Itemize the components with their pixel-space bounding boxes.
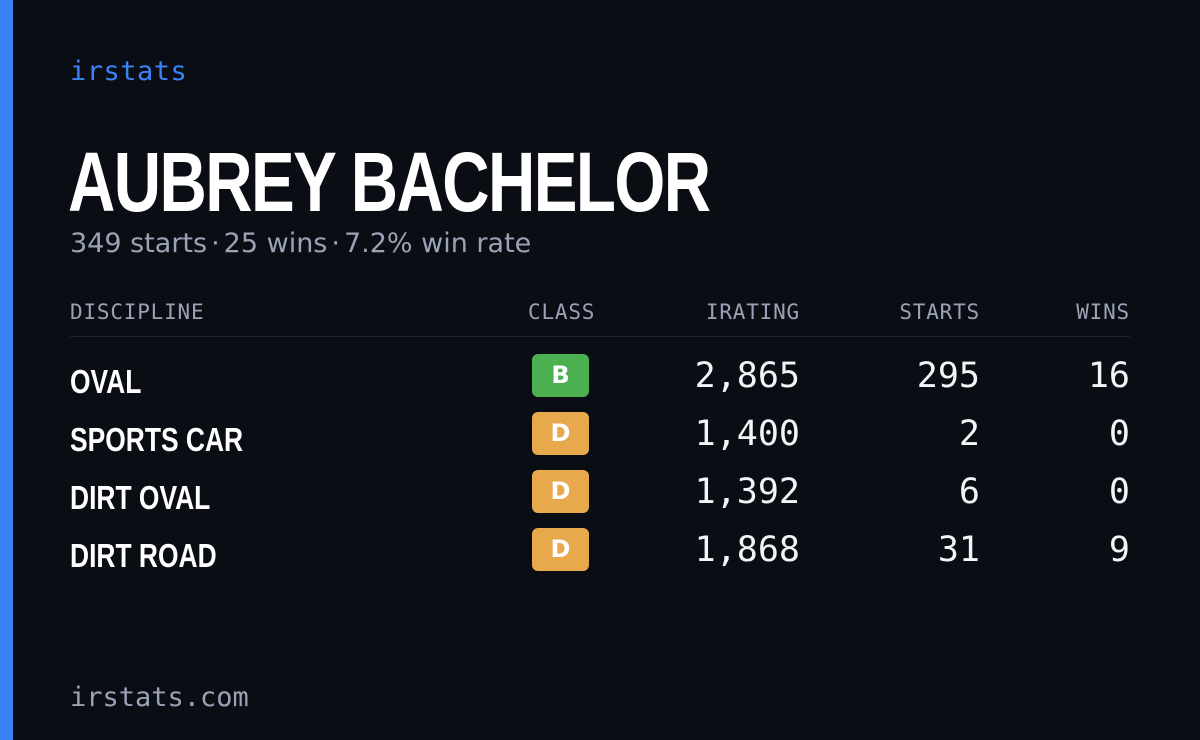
accent-bar bbox=[0, 0, 13, 740]
table-row: DIRT OVAL D 1,392 6 0 bbox=[70, 470, 1130, 528]
table-row: DIRT ROAD D 1,868 31 9 bbox=[70, 528, 1130, 586]
irating-value: 1,868 bbox=[694, 530, 800, 570]
starts-value: 6 bbox=[958, 472, 980, 512]
starts-value: 2 bbox=[958, 414, 980, 454]
driver-summary: 349 starts · 25 wins · 7.2% win rate bbox=[70, 228, 531, 259]
class-badge: B bbox=[532, 354, 589, 397]
class-badge: D bbox=[532, 470, 589, 513]
table-row: OVAL B 2,865 295 16 bbox=[70, 354, 1130, 412]
starts-value: 295 bbox=[916, 356, 980, 396]
driver-name: AUBREY BACHELOR bbox=[68, 135, 711, 229]
header-irating: IRATING bbox=[705, 300, 800, 324]
separator: · bbox=[331, 228, 340, 259]
table-header: DISCIPLINE CLASS IRATING STARTS WINS bbox=[70, 296, 1130, 337]
irating-value: 1,400 bbox=[694, 414, 800, 454]
winrate-summary: 7.2% win rate bbox=[343, 228, 532, 259]
wins-summary: 25 wins bbox=[223, 228, 328, 259]
footer-url: irstats.com bbox=[70, 682, 249, 713]
brand-logo: irstats bbox=[70, 56, 188, 87]
starts-summary: 349 starts bbox=[70, 228, 208, 259]
stats-table: DISCIPLINE CLASS IRATING STARTS WINS OVA… bbox=[70, 296, 1130, 586]
class-badge: D bbox=[532, 528, 589, 571]
discipline-name: DIRT OVAL bbox=[70, 479, 211, 516]
irating-value: 1,392 bbox=[694, 472, 800, 512]
starts-value: 31 bbox=[937, 530, 980, 570]
header-wins: WINS bbox=[1076, 300, 1130, 324]
header-class: CLASS bbox=[528, 300, 596, 324]
discipline-name: OVAL bbox=[70, 363, 142, 400]
table-body: OVAL B 2,865 295 16 SPORTS CAR D 1,400 2… bbox=[70, 337, 1130, 586]
wins-value: 0 bbox=[1108, 414, 1130, 454]
discipline-name: DIRT ROAD bbox=[70, 537, 217, 574]
discipline-name: SPORTS CAR bbox=[70, 421, 244, 458]
table-row: SPORTS CAR D 1,400 2 0 bbox=[70, 412, 1130, 470]
wins-value: 9 bbox=[1108, 530, 1130, 570]
irating-value: 2,865 bbox=[694, 356, 800, 396]
separator: · bbox=[211, 228, 220, 259]
wins-value: 0 bbox=[1108, 472, 1130, 512]
wins-value: 16 bbox=[1087, 356, 1130, 396]
class-badge: D bbox=[532, 412, 589, 455]
header-discipline: DISCIPLINE bbox=[70, 300, 205, 324]
header-starts: STARTS bbox=[899, 300, 980, 324]
